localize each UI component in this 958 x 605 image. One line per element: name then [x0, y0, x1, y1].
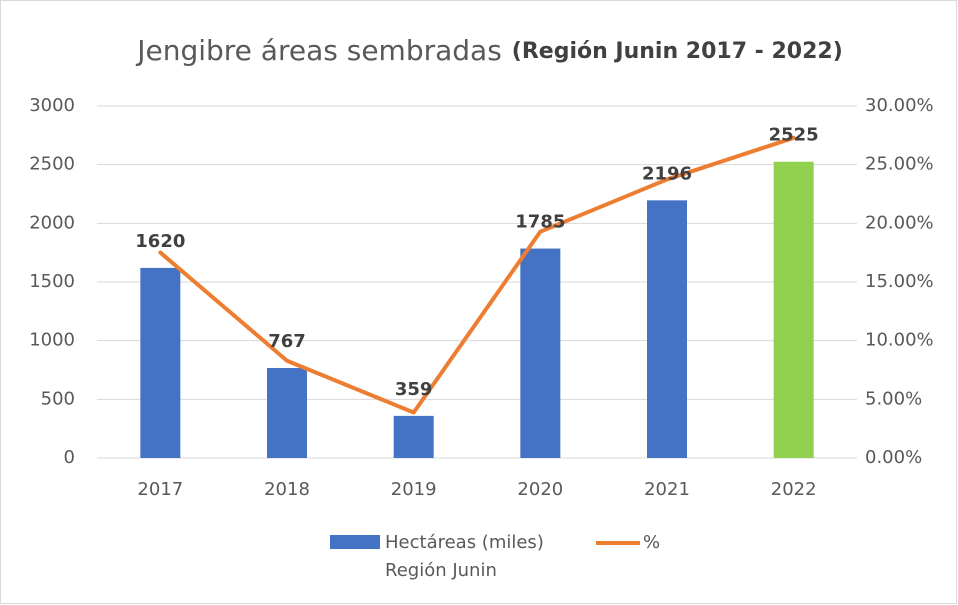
y2-tick-label: 10.00%: [865, 330, 934, 351]
x-tick-label: 2021: [644, 479, 690, 500]
x-tick-label: 2018: [264, 479, 310, 500]
bar: [140, 267, 181, 458]
chart-title-group: Jengibre áreas sembradas (Región Junin 20…: [135, 34, 843, 67]
data-label: 1785: [515, 212, 565, 233]
chart-subtitle: (Región Junin 2017 - 2022): [512, 39, 843, 64]
y-tick-label: 0: [64, 447, 75, 468]
y-tick-label: 2000: [29, 212, 75, 233]
legend-label: Hectáreas (miles): [385, 532, 544, 553]
y2-tick-label: 30.00%: [865, 95, 934, 116]
y2-tick-label: 25.00%: [865, 154, 934, 175]
y-tick-label: 1000: [29, 330, 75, 351]
y2-tick-label: 5.00%: [865, 388, 922, 409]
bar: [647, 200, 687, 458]
x-tick-label: 2020: [517, 479, 563, 500]
y-tick-label: 3000: [29, 95, 75, 116]
legend-label: %: [643, 532, 660, 553]
x-tick-label: 2017: [137, 479, 183, 500]
y-tick-label: 2500: [29, 154, 75, 175]
bar: [773, 161, 814, 458]
legend-note: Región Junin: [385, 560, 497, 581]
data-label: 2525: [769, 125, 819, 146]
x-tick-label: 2022: [771, 479, 817, 500]
bar: [520, 248, 561, 458]
data-label: 767: [268, 331, 306, 352]
legend-swatch: [330, 535, 380, 549]
y-tick-label: 500: [41, 388, 75, 409]
x-tick-label: 2019: [391, 479, 437, 500]
bar: [393, 415, 434, 458]
y2-tick-label: 0.00%: [865, 447, 922, 468]
y2-tick-label: 20.00%: [865, 212, 934, 233]
bar: [267, 368, 307, 458]
y-tick-label: 1500: [29, 271, 75, 292]
data-label: 2196: [642, 163, 692, 184]
line: [158, 135, 796, 415]
y2-tick-label: 15.00%: [865, 271, 934, 292]
data-label: 359: [395, 379, 433, 400]
data-label: 1620: [135, 231, 185, 252]
chart-title: Jengibre áreas sembradas: [135, 34, 502, 67]
